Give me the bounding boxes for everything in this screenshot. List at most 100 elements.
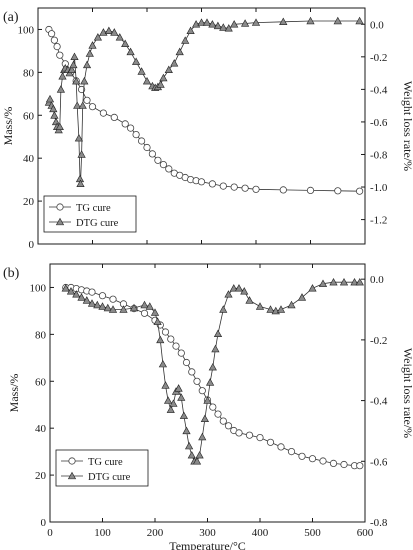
dtg-point (164, 65, 173, 73)
tg-point (279, 186, 287, 194)
dtg-point (308, 284, 317, 292)
x-axis-label: Temperature/°C (169, 539, 246, 550)
panel-label: (b) (3, 266, 20, 281)
dtg-point (177, 393, 186, 401)
tg-point (50, 36, 59, 44)
tg-point (245, 431, 254, 439)
dtg-point (297, 293, 307, 301)
tg-point (88, 288, 96, 296)
dtg-point (339, 277, 349, 286)
tg-point (161, 328, 170, 336)
series-group (44, 16, 364, 195)
dtg-point (355, 16, 364, 25)
dtg-point (70, 52, 79, 61)
dtg-point (200, 414, 210, 423)
tg-point (109, 295, 117, 303)
dtg-point (329, 277, 338, 286)
y-tick-label-left: 0 (29, 239, 35, 251)
dtg-point (208, 20, 217, 28)
tg-point (230, 183, 238, 191)
y-tick-label-right: -0.4 (370, 84, 388, 96)
dtg-point (93, 33, 103, 41)
y-tick-label-left: 40 (35, 423, 47, 435)
tg-point (83, 96, 91, 104)
dtg-point (182, 426, 191, 435)
y-tick-label-right: -0.2 (370, 52, 387, 64)
y-axis-label-left: Mass/% (7, 374, 21, 413)
dtg-point (156, 80, 165, 88)
dtg-point (179, 411, 189, 419)
dtg-point (85, 49, 94, 57)
dtg-point (287, 300, 296, 309)
dtg-point (108, 305, 118, 313)
tg-point (188, 368, 196, 376)
dtg-point (74, 133, 84, 142)
y-tick-label-right: 0.0 (370, 274, 384, 286)
dtg-point (318, 279, 328, 287)
dtg-point (240, 19, 250, 27)
tg-point (197, 178, 206, 186)
tg-point (53, 42, 61, 51)
dtg-point (80, 76, 89, 85)
tg-point (47, 30, 56, 38)
tg-point (88, 103, 97, 111)
dtg-point (87, 299, 97, 307)
dtg-point (121, 39, 130, 48)
dtg-point (203, 396, 212, 404)
dtg-point (82, 296, 91, 304)
dtg-point (276, 305, 286, 313)
dtg-point (72, 290, 81, 298)
dtg-point (211, 344, 220, 353)
dtg-point (150, 308, 160, 316)
tg-point (182, 358, 191, 367)
tg-point (224, 422, 233, 430)
tg-point (287, 447, 296, 456)
dtg-point (93, 300, 102, 309)
y-tick-label-left: 80 (23, 67, 35, 79)
dtg-point (153, 317, 162, 325)
y-tick-label-right: -0.4 (370, 396, 388, 408)
tg-point (143, 143, 151, 152)
dtg-point (51, 117, 61, 126)
dtg-point (73, 101, 82, 109)
tg-point (165, 165, 173, 173)
dtg-point (187, 450, 196, 459)
y-tick-label-right: -0.8 (370, 517, 388, 529)
y-tick-label-right: -0.6 (370, 456, 388, 468)
dtg-point (181, 36, 190, 44)
legend-marker-circle (56, 203, 64, 211)
dtg-point (350, 277, 359, 286)
dtg-point (140, 300, 149, 309)
tg-point (319, 457, 327, 465)
dtg-point (163, 396, 173, 404)
dtg-point (50, 111, 59, 119)
dtg-point (198, 432, 207, 441)
dtg-point (77, 293, 86, 301)
dtg-point (355, 277, 364, 286)
y-tick-label-right: -1.0 (370, 182, 388, 194)
tg-point (148, 150, 156, 158)
dtg-point (49, 104, 58, 113)
tg-point (121, 120, 129, 128)
tg-point (127, 124, 135, 132)
dtg-point (306, 16, 315, 25)
dtg-point (129, 303, 139, 312)
dtg-point (279, 17, 288, 26)
tg-point (208, 180, 216, 188)
y-tick-label-left: 60 (23, 110, 35, 122)
tg-point (355, 187, 364, 195)
tg-point (214, 410, 222, 418)
series-line-circle (48, 29, 360, 192)
x-tick-label: 400 (252, 527, 269, 539)
dtg-point (202, 18, 212, 26)
panel-b: 0 100 200 300 400 500 600 0 20 40 60 80 100 0.0 -0.2 -0… (3, 263, 413, 550)
x-tick-label: 200 (147, 527, 164, 539)
dtg-point (104, 26, 114, 35)
dtg-point (131, 57, 141, 65)
dtg-point (82, 60, 92, 69)
y-tick-label-left: 60 (35, 376, 47, 388)
y-tick-label-left: 0 (41, 517, 47, 529)
y-axis-label-left: Mass/% (1, 107, 15, 146)
tg-point (356, 462, 364, 470)
series-line-circle (65, 287, 360, 467)
